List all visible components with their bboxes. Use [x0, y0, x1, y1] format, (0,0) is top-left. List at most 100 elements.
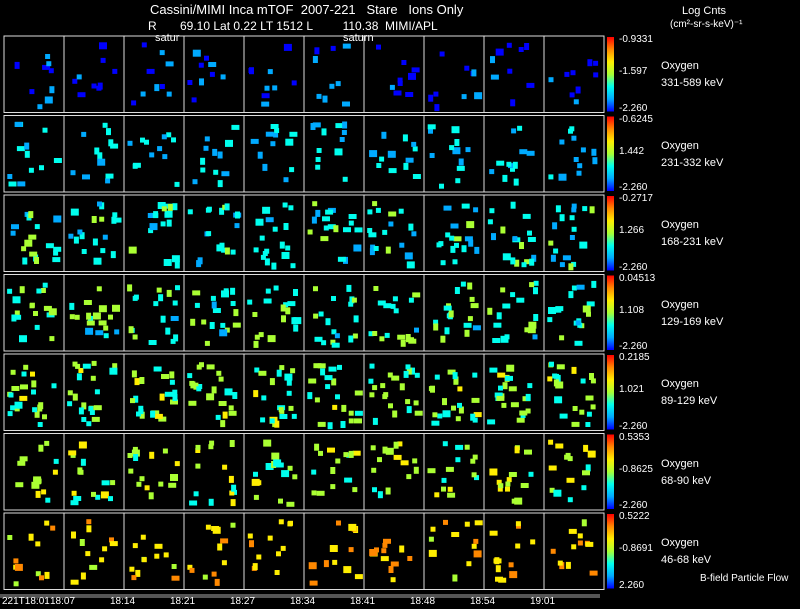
flux-pixel — [209, 440, 215, 446]
flux-pixel — [254, 334, 260, 340]
flux-pixel — [368, 331, 374, 337]
flux-pixel — [487, 419, 496, 425]
flux-pixel — [428, 386, 434, 392]
flux-pixel — [265, 463, 274, 470]
color-bar-min-label: 2.260 — [619, 579, 645, 591]
color-bar-max-label: -0.6245 — [619, 113, 653, 125]
flux-pixel — [162, 154, 168, 160]
flux-pixel — [112, 212, 118, 218]
flux-pixel — [21, 246, 27, 252]
flux-pixel — [384, 332, 390, 338]
flux-pixel — [518, 47, 524, 52]
flux-pixel — [149, 152, 155, 158]
flux-pixel — [109, 541, 118, 547]
flux-pixel — [434, 492, 440, 498]
flux-pixel — [257, 151, 263, 159]
flux-pixel — [73, 496, 82, 501]
time-tick-label: 221T18:01 — [2, 596, 50, 607]
flux-pixel — [554, 396, 563, 404]
flux-pixel — [35, 571, 41, 577]
flux-pixel — [388, 211, 397, 217]
flux-pixel — [74, 314, 80, 320]
flux-pixel — [220, 322, 226, 328]
flux-pixel — [78, 469, 84, 475]
flux-pixel — [390, 577, 396, 583]
flux-pixel — [308, 562, 317, 570]
flux-pixel — [454, 242, 459, 248]
flux-pixel — [330, 467, 336, 474]
flux-pixel — [472, 454, 478, 460]
flux-pixel — [138, 409, 144, 415]
flux-pixel — [320, 236, 329, 242]
flux-pixel — [195, 463, 201, 469]
flux-pixel — [405, 399, 411, 405]
flux-pixel — [408, 72, 416, 80]
flux-pixel — [40, 288, 46, 293]
flux-pixel — [19, 335, 27, 343]
flux-pixel — [587, 59, 593, 67]
flux-pixel — [354, 574, 363, 580]
flux-pixel — [189, 567, 195, 573]
flux-pixel — [158, 294, 164, 302]
flux-pixel — [284, 373, 293, 381]
flux-pixel — [204, 136, 210, 142]
flux-pixel — [171, 564, 177, 569]
flux-pixel — [408, 297, 414, 303]
flux-pixel — [264, 258, 270, 266]
flux-pixel — [555, 443, 564, 449]
flux-pixel — [432, 412, 438, 418]
flux-pixel — [39, 575, 44, 581]
flux-pixel — [170, 316, 179, 321]
flux-pixel — [22, 257, 28, 265]
flux-pixel — [444, 327, 450, 335]
flux-pixel — [231, 484, 237, 492]
flux-pixel — [494, 392, 503, 398]
flux-pixel — [405, 334, 411, 341]
flux-pixel — [467, 282, 473, 290]
flux-pixel — [471, 69, 477, 77]
flux-pixel — [202, 574, 208, 580]
flux-pixel — [497, 372, 506, 378]
flux-pixel — [489, 530, 498, 536]
flux-pixel — [490, 56, 495, 64]
flux-pixel — [397, 441, 403, 447]
flux-pixel — [510, 201, 516, 209]
flux-pixel — [92, 312, 101, 320]
flux-pixel — [447, 492, 456, 498]
flux-pixel — [496, 395, 505, 401]
flux-pixel — [585, 541, 594, 547]
flux-pixel — [75, 363, 81, 369]
flux-pixel — [489, 468, 498, 476]
flux-pixel — [490, 74, 499, 80]
flux-pixel — [148, 340, 157, 345]
flux-pixel — [562, 255, 571, 261]
flux-pixel — [428, 94, 434, 102]
flux-pixel — [53, 458, 59, 464]
flux-pixel — [171, 255, 180, 263]
flux-pixel — [90, 375, 96, 381]
flux-pixel — [559, 262, 565, 268]
flux-pixel — [141, 557, 147, 563]
flux-pixel — [92, 238, 98, 246]
time-tick-label: 18:14 — [110, 596, 136, 607]
flux-pixel — [369, 363, 375, 369]
color-bar-max-label: -0.9331 — [619, 34, 653, 45]
flux-pixel — [52, 257, 61, 263]
flux-pixel — [97, 158, 106, 166]
flux-pixel — [512, 236, 518, 242]
flux-pixel — [265, 288, 271, 294]
flux-pixel — [212, 526, 221, 534]
flux-pixel — [206, 364, 215, 370]
flux-pixel — [100, 57, 106, 63]
flux-pixel — [442, 398, 447, 406]
flux-pixel — [382, 542, 388, 548]
flux-pixel — [320, 368, 326, 376]
flux-pixel — [571, 207, 577, 213]
flux-pixel — [139, 411, 145, 419]
flux-pixel — [439, 183, 444, 189]
flux-pixel — [44, 440, 50, 446]
flux-pixel — [230, 499, 236, 507]
flux-pixel — [147, 213, 153, 218]
flux-pixel — [379, 336, 385, 342]
flux-pixel — [413, 466, 419, 474]
